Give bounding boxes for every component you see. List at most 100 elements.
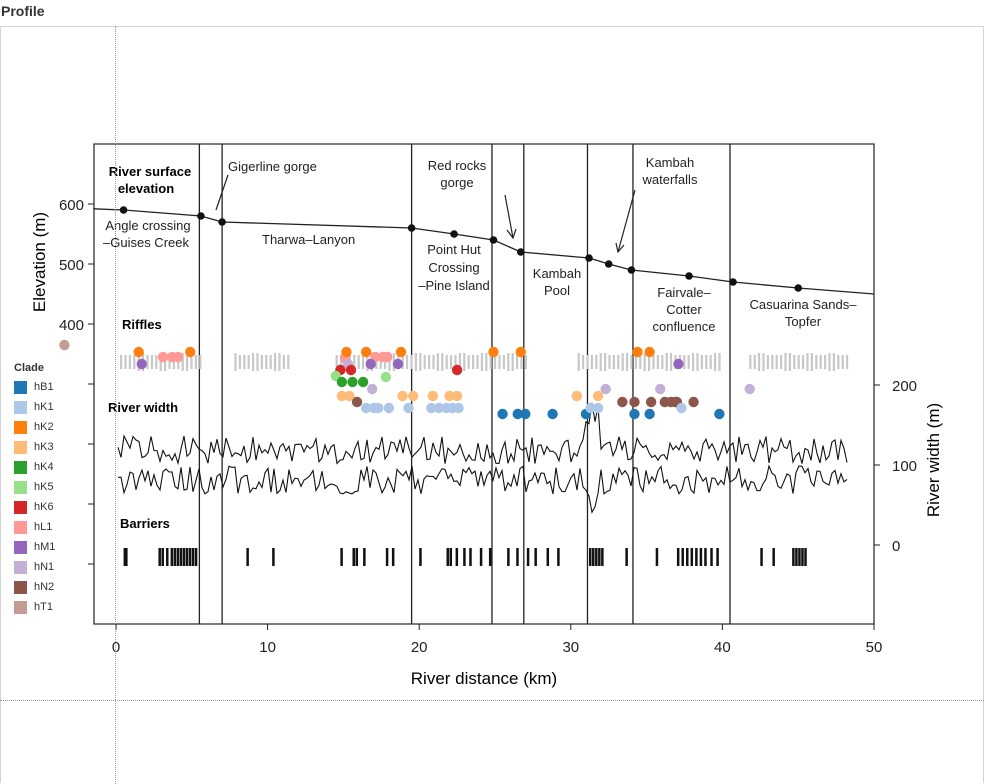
section-label-red-rocks: Red rocks gorge — [428, 158, 487, 190]
riffle-mark — [265, 355, 268, 369]
barrier-mark — [710, 548, 713, 566]
riffle-mark — [498, 355, 501, 369]
x-axis-label: River distance (km) — [411, 669, 557, 688]
riffle-mark — [428, 355, 431, 369]
barrier-mark — [507, 548, 510, 566]
riffle-mark — [199, 355, 202, 369]
riffle-mark — [784, 353, 787, 371]
riffle-mark — [335, 355, 338, 369]
clade-point-hk3 — [592, 390, 604, 402]
clade-point-hn1 — [655, 383, 666, 395]
riffle-mark — [502, 355, 505, 369]
barrier-mark — [158, 548, 161, 566]
legend-label: hL1 — [34, 521, 53, 533]
legend-item: hK4 — [14, 457, 55, 477]
clade-point-hk1 — [426, 402, 437, 414]
riffle-mark — [238, 355, 241, 369]
barrier-mark — [695, 548, 698, 566]
riffle-mark — [476, 355, 479, 369]
clade-point-hb1 — [547, 408, 558, 420]
clade-point-hk1 — [585, 402, 596, 414]
legend-label: hT1 — [34, 601, 53, 613]
barrier-mark — [391, 548, 395, 566]
riffle-mark — [670, 353, 673, 371]
clade-point-hb1 — [520, 408, 531, 420]
clade-point-hb1 — [644, 408, 655, 420]
riffle-mark — [489, 355, 492, 369]
barrier-mark — [795, 548, 798, 566]
clade-point-hk2 — [341, 346, 352, 358]
red-rocks-arrowhead — [506, 228, 517, 240]
riffle-mark — [516, 355, 519, 369]
legend-swatch — [14, 440, 27, 454]
riffle-mark — [749, 355, 752, 369]
riffle-mark — [709, 355, 712, 369]
barrier-mark — [123, 548, 127, 566]
riffle-mark — [582, 355, 585, 369]
elev-tick-label: 600 — [59, 197, 84, 214]
riffle-mark — [274, 353, 277, 371]
clade-point-hk3 — [451, 390, 463, 402]
clade-point-hk2 — [360, 346, 372, 358]
barrier-mark — [125, 548, 128, 566]
clade-point-hk3 — [571, 390, 583, 402]
riffle-mark — [780, 355, 783, 369]
riffle-mark — [340, 355, 343, 369]
legend-swatch — [14, 400, 27, 414]
riffle-mark — [621, 353, 624, 371]
riffle-mark — [595, 355, 598, 369]
riffle-mark — [256, 353, 259, 371]
barrier-mark — [557, 548, 560, 566]
riffle-mark — [775, 355, 778, 369]
riffle-mark — [436, 353, 439, 371]
barrier-mark — [355, 548, 359, 566]
riffle-mark — [832, 353, 835, 371]
riffle-mark — [414, 353, 417, 371]
clade-point-hn1 — [744, 383, 755, 395]
legend-title: Clade — [14, 362, 44, 374]
barrier-mark — [516, 548, 519, 566]
riffles-track — [120, 353, 849, 371]
riffle-mark — [639, 355, 642, 369]
riffle-mark — [604, 353, 607, 371]
riffle-mark — [243, 355, 246, 369]
section-label-casuarina: Casuarina Sands– Topfer — [750, 297, 858, 329]
waterfalls-arrow — [617, 189, 636, 253]
riffle-mark — [181, 353, 184, 371]
clade-point-hb1 — [714, 408, 725, 420]
riffle-mark — [419, 353, 422, 371]
clade-point-ht1 — [59, 339, 70, 351]
x-tick-label: 10 — [259, 639, 276, 656]
x-tick-label: 40 — [714, 639, 731, 656]
legend-item: hK1 — [14, 397, 55, 417]
section-label-kambah-pool: Kambah Pool — [533, 266, 581, 298]
clade-point-hk3 — [344, 390, 355, 402]
riffle-mark — [634, 355, 637, 369]
barrier-mark — [469, 548, 472, 566]
panel-title: Profile — [1, 3, 45, 19]
clade-point-hk4 — [347, 376, 358, 388]
x-tick-label: 30 — [562, 639, 579, 656]
riffle-mark — [507, 353, 510, 371]
barrier-mark — [188, 548, 192, 566]
elevation-point — [450, 230, 458, 238]
clade-point-hk2 — [632, 346, 643, 358]
riffle-mark — [467, 355, 470, 369]
barrier-mark — [655, 548, 659, 566]
horizontal-guide-line — [0, 700, 984, 701]
legend-swatch — [14, 600, 27, 614]
riffle-mark — [599, 353, 602, 371]
barrier-mark — [352, 548, 355, 566]
riffle-mark — [234, 353, 237, 371]
barrier-mark — [385, 548, 389, 566]
riffle-mark — [511, 353, 514, 371]
barrier-mark — [272, 548, 275, 566]
riffle-mark — [463, 353, 466, 371]
riffle-mark — [643, 353, 646, 371]
riffle-mark — [590, 355, 593, 369]
legend-item: hN1 — [14, 557, 55, 577]
clade-point-hk3 — [427, 390, 439, 402]
x-tick-label: 0 — [112, 639, 120, 656]
riffle-mark — [423, 355, 426, 369]
width-upper-line — [117, 402, 848, 466]
